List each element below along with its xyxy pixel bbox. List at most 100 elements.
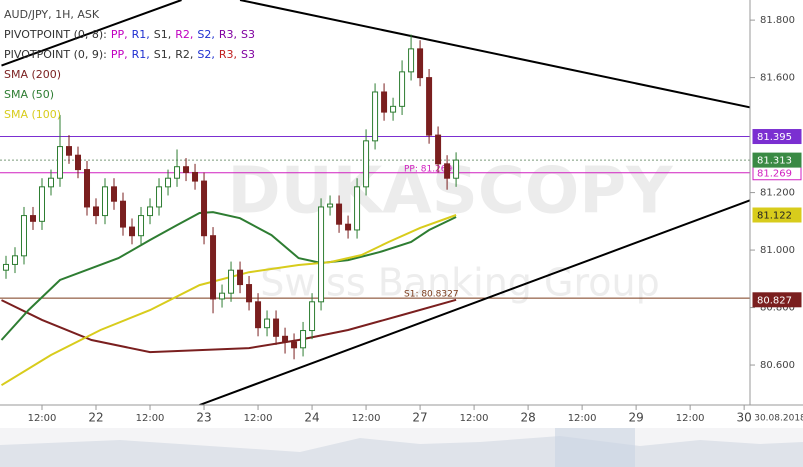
x-tick-label: 28	[520, 411, 535, 425]
price-tag-label: 81.395	[757, 132, 792, 143]
candle-body	[102, 186, 109, 217]
x-tick-label: 12:00	[28, 413, 57, 424]
candle-body	[165, 177, 172, 188]
candle-body	[47, 177, 54, 188]
x-tick-label: 22	[88, 411, 103, 425]
legend-title: AUD/JPY, 1H, ASK	[4, 8, 100, 21]
candle-body	[372, 91, 379, 142]
candle-body	[345, 223, 352, 231]
candle-body	[282, 335, 289, 343]
trendline	[199, 199, 750, 405]
sma-line	[0, 211, 457, 341]
legend-item: S2,	[197, 48, 214, 61]
legend-pivot: PIVOTPOINT (0, 8): PP, R1, S1, R2, S2, R3, S3	[4, 28, 255, 41]
x-tick-label: 12:00	[244, 413, 273, 424]
candle-body	[219, 292, 226, 300]
legend-prefix: PIVOTPOINT (0, 9):	[4, 48, 107, 61]
candle-body	[309, 301, 316, 332]
plot: PP: 81.2690 S1: 80.8327	[0, 0, 750, 405]
x-tick-label: 12:00	[460, 413, 489, 424]
candle-body	[246, 284, 253, 303]
x-tick-label: 12:00	[568, 413, 597, 424]
candle-body	[363, 140, 370, 188]
candle-body	[29, 215, 36, 222]
legend: AUD/JPY, 1H, ASK PIVOTPOINT (0, 8): PP, R1…	[4, 8, 255, 121]
candle-body	[399, 71, 406, 107]
trendline	[239, 0, 750, 109]
candle-body	[354, 186, 361, 231]
price-tag	[752, 152, 802, 168]
candle-body	[453, 159, 460, 179]
candle-body	[56, 146, 63, 179]
candle-body	[264, 318, 271, 329]
candle-body	[84, 169, 91, 208]
candle-body	[192, 171, 199, 182]
navigator-window[interactable]	[555, 428, 635, 467]
candle-body	[435, 134, 442, 165]
candle-body	[300, 330, 307, 349]
candle-body	[201, 180, 208, 237]
price-tag-label: 81.313	[757, 156, 792, 167]
legend-item: R2,	[175, 48, 193, 61]
legend-item: PP,	[111, 28, 128, 41]
candle-body	[2, 263, 9, 271]
candle-body	[66, 146, 73, 156]
y-tick-label: 81.600	[760, 73, 795, 84]
legend-sma: SMA (50)	[4, 88, 54, 101]
price-tag-label: 81.269	[757, 168, 792, 179]
candle-body	[38, 186, 45, 222]
price-tag	[752, 292, 802, 308]
price-tag	[752, 129, 802, 145]
candle-body	[129, 226, 136, 237]
candle-body	[210, 235, 217, 300]
y-tick-label: 81.800	[760, 15, 795, 26]
x-tick-label: 27	[412, 411, 427, 425]
price-tag-label: 80.827	[757, 295, 792, 306]
candle-body	[75, 154, 82, 171]
axes: 80.600 80.800 81.000 81.200 81.600 81.800 12:0…	[28, 15, 802, 425]
y-tick-label: 80.600	[760, 360, 795, 371]
candle-body	[336, 203, 343, 225]
x-tick-label: 29	[628, 411, 643, 425]
candle-body	[237, 269, 244, 286]
legend-item: S1,	[154, 48, 171, 61]
candle-body	[273, 318, 280, 337]
candle-body	[93, 206, 100, 217]
legend-item: S3	[241, 28, 255, 41]
legend-item: S3	[241, 48, 255, 61]
candle-body	[183, 166, 190, 173]
level-label: S1: 80.8327	[404, 290, 459, 300]
candle-body	[381, 91, 388, 113]
legend-item: R2,	[175, 28, 193, 41]
legend-sma: SMA (200)	[4, 68, 61, 81]
legend-item: R1,	[132, 28, 150, 41]
watermark: DUKASCOPY Swiss Banking Group	[228, 155, 674, 305]
trendline	[1, 0, 182, 67]
candle-body	[255, 301, 262, 329]
legend-prefix: PIVOTPOINT (0, 8):	[4, 28, 107, 41]
legend-item: R3,	[219, 48, 237, 61]
candle-body	[11, 255, 18, 265]
y-tick-label: 80.800	[760, 303, 795, 314]
x-tick-label: 12:00	[352, 413, 381, 424]
candle-body	[147, 206, 154, 217]
x-tick-label: 24	[304, 411, 319, 425]
x-tick-label: 30	[737, 411, 752, 425]
date-label: 30.08.2018	[754, 414, 803, 424]
candle-body	[138, 215, 145, 237]
candle-body	[174, 166, 181, 179]
candle-body	[111, 186, 118, 202]
candle-body	[417, 48, 424, 79]
legend-item: R3,	[219, 28, 237, 41]
candle-body	[228, 269, 235, 294]
legend-item: S1,	[154, 28, 171, 41]
legend-sma: SMA (100)	[4, 108, 61, 121]
x-tick-label: 12:00	[676, 413, 705, 424]
candle-body	[120, 200, 127, 228]
legend-item: PP,	[111, 48, 128, 61]
level-label: PP: 81.2690	[404, 164, 458, 174]
price-tag-label: 81.122	[757, 211, 792, 222]
